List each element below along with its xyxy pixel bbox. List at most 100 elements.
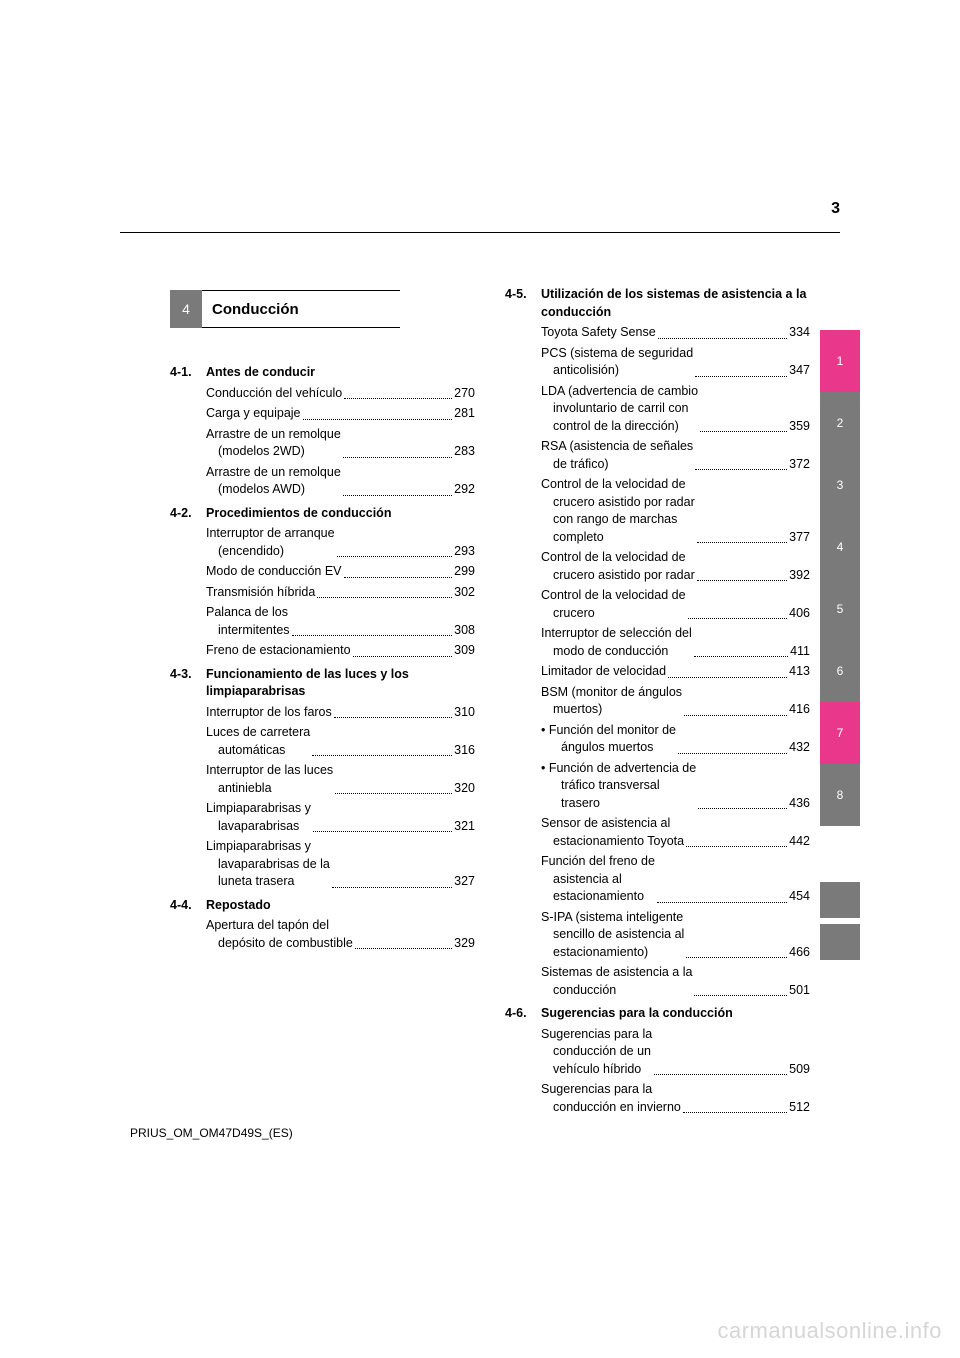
toc-entry: Interruptor de los faros310 [206,704,475,722]
toc-entry: Sensor de asistencia alestacionamiento T… [541,815,810,850]
entry-page: 512 [789,1099,810,1117]
entry-page: 436 [789,795,810,813]
side-tab-7[interactable]: 7 [820,702,860,764]
entry-page: 334 [789,324,810,342]
leader-dots [678,753,787,754]
toc-entry: Limpiaparabrisas ylavaparabrisas de lalu… [206,838,475,891]
toc-subsection: 4-5.Utilización de los sistemas de asist… [505,286,810,321]
entry-page: 454 [789,888,810,906]
side-tab-5[interactable]: 5 [820,578,860,640]
entry-text: Limpiaparabrisas ylavaparabrisas [206,800,311,835]
entry-text: Interruptor de los faros [206,704,332,722]
side-tab-3[interactable]: 3 [820,454,860,516]
entry-text: Control de la velocidad decrucero asisti… [541,476,695,546]
toc-entry: Sugerencias para laconducción de unvehíc… [541,1026,810,1079]
side-tab-4[interactable]: 4 [820,516,860,578]
footer-code: PRIUS_OM_OM47D49S_(ES) [130,1126,293,1140]
entry-text: Modo de conducción EV [206,563,342,581]
toc-entry: Control de la velocidad decrucero asisti… [541,476,810,546]
subsection-number: 4-6. [505,1005,541,1023]
entry-page: 359 [789,418,810,436]
entry-text: Interruptor de las lucesantiniebla [206,762,333,797]
entry-page: 347 [789,362,810,380]
divider-top [120,232,840,233]
page-number: 3 [831,200,840,218]
subsection-title: Antes de conducir [206,364,475,382]
toc-entry: S-IPA (sistema inteligentesencillo de as… [541,909,810,962]
entry-text: • Función de advertencia detráfico trans… [541,760,696,813]
leader-dots [654,1074,787,1075]
toc-subsection: 4-6.Sugerencias para la conducción [505,1005,810,1023]
subsection-number: 4-5. [505,286,541,321]
entry-text: Sistemas de asistencia a laconducción [541,964,692,999]
toc-entry: Arrastre de un remolque(modelos 2WD)283 [206,426,475,461]
leader-dots [700,431,787,432]
entry-page: 281 [454,405,475,423]
toc-entry: Freno de estacionamiento309 [206,642,475,660]
toc-entry: PCS (sistema de seguridadanticolisión) 34… [541,345,810,380]
leader-dots [355,948,452,949]
entry-page: 501 [789,982,810,1000]
entry-text: PCS (sistema de seguridadanticolisión) [541,345,693,380]
toc-entry: Limitador de velocidad413 [541,663,810,681]
leader-dots [303,419,453,420]
toc-entry: Arrastre de un remolque(modelos AWD)292 [206,464,475,499]
entry-text: Carga y equipaje [206,405,301,423]
entry-page: 316 [454,742,475,760]
entry-text: Interruptor de arranque(encendido) [206,525,335,560]
entry-page: 321 [454,818,475,836]
entry-text: Apertura del tapón deldepósito de combus… [206,917,353,952]
subsection-title: Sugerencias para la conducción [541,1005,810,1023]
entry-text: • Función del monitor deángulos muertos [541,722,676,757]
entry-text: Interruptor de selección delmodo de cond… [541,625,692,660]
toc-entry: Interruptor de selección delmodo de cond… [541,625,810,660]
watermark: carmanualsonline.info [717,1318,942,1344]
toc-entry: • Función del monitor deángulos muertos4… [541,722,810,757]
side-tab-2[interactable]: 2 [820,392,860,454]
entry-page: 329 [454,935,475,953]
side-tab-1[interactable]: 1 [820,330,860,392]
entry-text: RSA (asistencia de señalesde tráfico) [541,438,693,473]
entry-page: 509 [789,1061,810,1079]
entry-text: Palanca de losintermitentes [206,604,290,639]
toc-subsection: 4-4.Repostado [170,897,475,915]
entry-text: Conducción del vehículo [206,385,342,403]
leader-dots [317,597,452,598]
toc-entry: Control de la velocidad decrucero406 [541,587,810,622]
toc-entry: BSM (monitor de ángulosmuertos)416 [541,684,810,719]
leader-dots [353,656,453,657]
toc-entry: Interruptor de arranque(encendido)293 [206,525,475,560]
entry-page: 442 [789,833,810,851]
leader-dots [668,677,787,678]
toc-entry: RSA (asistencia de señalesde tráfico)372 [541,438,810,473]
side-tab-8[interactable]: 8 [820,764,860,826]
leader-dots [313,831,452,832]
entry-text: Freno de estacionamiento [206,642,351,660]
leader-dots [335,793,452,794]
entry-page: 392 [789,567,810,585]
leader-dots [686,957,787,958]
toc-subsection: 4-3.Funcionamiento de las luces y los li… [170,666,475,701]
toc-entry: Control de la velocidad decrucero asisti… [541,549,810,584]
leader-dots [343,457,452,458]
side-tabs: 12345678 [820,330,860,960]
toc-column-left: 4-1.Antes de conducir Conducción del vehí… [170,280,475,1116]
entry-page: 377 [789,529,810,547]
side-tab-6[interactable]: 6 [820,640,860,702]
subsection-number: 4-2. [170,505,206,523]
entry-text: S-IPA (sistema inteligentesencillo de as… [541,909,684,962]
entry-text: Arrastre de un remolque(modelos 2WD) [206,426,341,461]
toc-entry: Sugerencias para laconducción en inviern… [541,1081,810,1116]
leader-dots [657,902,787,903]
entry-page: 327 [454,873,475,891]
entry-text: Limitador de velocidad [541,663,666,681]
entry-text: Sugerencias para laconducción en inviern… [541,1081,681,1116]
leader-dots [698,808,787,809]
leader-dots [658,338,787,339]
subsection-title: Utilización de los sistemas de asistenci… [541,286,810,321]
leader-dots [343,495,452,496]
leader-dots [344,398,452,399]
leader-dots [688,618,788,619]
entry-text: Arrastre de un remolque(modelos AWD) [206,464,341,499]
subsection-number: 4-1. [170,364,206,382]
